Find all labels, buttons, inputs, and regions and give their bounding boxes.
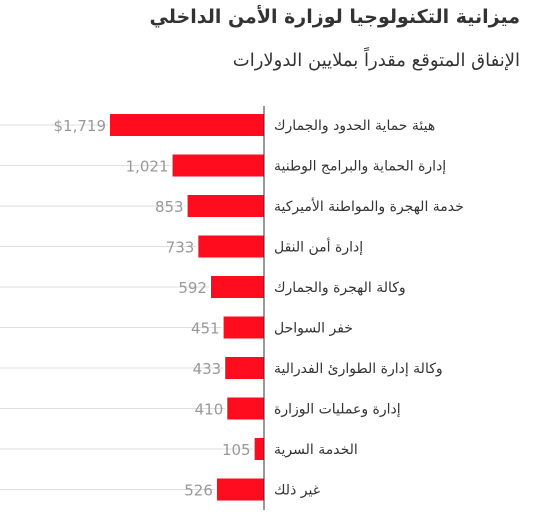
category-label: غير ذلك <box>274 483 320 499</box>
category-label: إدارة وعمليات الوزارة <box>274 402 401 418</box>
value-label: 733 <box>166 239 195 257</box>
category-label: الخدمة السرية <box>274 442 358 458</box>
bar <box>216 478 264 501</box>
category-label: وكالة إدارة الطوارئ الفدرالية <box>274 361 443 377</box>
category-label: خفر السواحل <box>274 321 353 337</box>
value-label: 853 <box>155 198 184 216</box>
category-label: إدارة الحماية والبرامج الوطنية <box>274 159 446 175</box>
chart-subtitle: الإنفاق المتوقع مقدراً بملايين الدولارات <box>232 50 520 71</box>
bar <box>187 195 264 217</box>
bar <box>198 235 264 258</box>
bar <box>227 397 264 420</box>
value-label: 410 <box>195 401 224 419</box>
value-label: 451 <box>191 320 220 338</box>
bar <box>254 438 264 460</box>
value-label: 105 <box>222 441 251 459</box>
category-label: إدارة أمن النقل <box>274 238 363 256</box>
value-label: $1,719 <box>54 117 107 135</box>
chart-title: ميزانية التكنولوجيا لوزارة الأمن الداخلي <box>149 6 520 28</box>
category-label: هيئة حماية الحدود والجمارك <box>274 118 435 134</box>
category-label: وكالة الهجرة والجمارك <box>274 280 406 296</box>
bar <box>110 114 264 136</box>
category-label: خدمة الهجرة والمواطنة الأميركية <box>274 197 464 215</box>
value-label: 433 <box>193 360 222 378</box>
bar <box>210 276 264 298</box>
bar <box>225 357 264 379</box>
value-label: 526 <box>184 482 213 500</box>
bar <box>172 154 264 177</box>
value-label: 1,021 <box>126 158 169 176</box>
bar <box>223 316 264 339</box>
value-label: 592 <box>178 279 207 297</box>
